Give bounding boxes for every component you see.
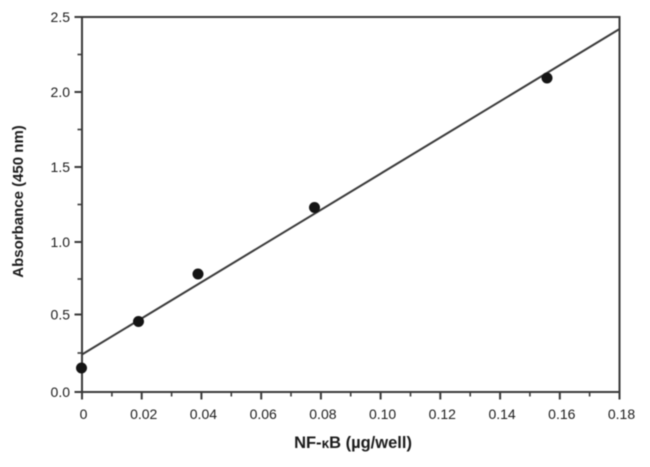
- svg-text:0.16: 0.16: [548, 406, 575, 422]
- svg-text:1.0: 1.0: [51, 234, 71, 250]
- svg-text:2.0: 2.0: [51, 84, 71, 100]
- svg-text:0: 0: [80, 406, 88, 422]
- svg-text:0.0: 0.0: [51, 384, 71, 400]
- svg-text:0.06: 0.06: [250, 406, 277, 422]
- svg-text:0.10: 0.10: [369, 406, 396, 422]
- svg-text:0.5: 0.5: [51, 307, 71, 323]
- svg-text:Absorbance (450 nm): Absorbance (450 nm): [10, 125, 27, 278]
- svg-text:2.5: 2.5: [51, 9, 71, 25]
- svg-text:0.14: 0.14: [488, 406, 515, 422]
- svg-text:0.04: 0.04: [190, 406, 217, 422]
- svg-text:0.08: 0.08: [309, 406, 336, 422]
- svg-text:NF-κB (µg/well): NF-κB (µg/well): [294, 434, 412, 452]
- svg-text:0.02: 0.02: [130, 406, 157, 422]
- svg-text:0.12: 0.12: [429, 406, 456, 422]
- svg-text:1.5: 1.5: [51, 159, 71, 175]
- svg-text:0.18: 0.18: [608, 406, 635, 422]
